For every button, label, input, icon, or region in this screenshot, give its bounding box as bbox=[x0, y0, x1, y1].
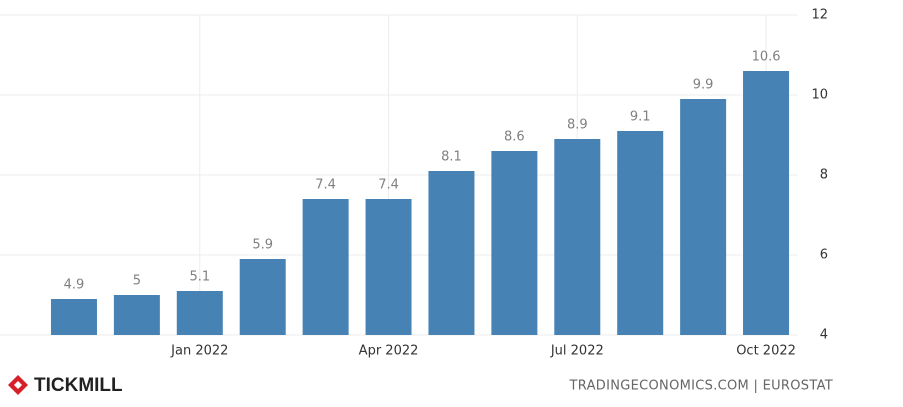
value-label: 8.9 bbox=[567, 118, 588, 133]
value-label: 8.6 bbox=[504, 130, 525, 145]
x-tick-label: Jul 2022 bbox=[550, 344, 604, 359]
value-label: 10.6 bbox=[752, 50, 781, 65]
bar bbox=[50, 299, 97, 335]
value-label: 7.4 bbox=[315, 178, 336, 193]
y-tick-label: 10 bbox=[811, 88, 828, 103]
bar bbox=[554, 139, 601, 335]
value-label: 9.1 bbox=[630, 110, 651, 125]
y-tick-label: 6 bbox=[820, 248, 828, 263]
logo-icon-inner bbox=[14, 381, 22, 389]
bar bbox=[113, 295, 160, 335]
value-label: 7.4 bbox=[378, 178, 399, 193]
value-label: 9.9 bbox=[693, 78, 714, 93]
bar bbox=[680, 99, 727, 335]
tickmill-logo bbox=[8, 375, 28, 395]
bar bbox=[491, 151, 538, 335]
bar bbox=[365, 199, 412, 335]
value-label: 8.1 bbox=[441, 150, 462, 165]
bar bbox=[239, 259, 286, 335]
brand-name: TICKMILL bbox=[34, 375, 123, 396]
value-label: 5 bbox=[133, 274, 141, 289]
value-label: 5.1 bbox=[189, 270, 210, 285]
bar bbox=[743, 71, 790, 335]
x-tick-label: Jan 2022 bbox=[170, 344, 228, 359]
bar bbox=[617, 131, 664, 335]
x-tick-label: Oct 2022 bbox=[736, 344, 796, 359]
y-tick-label: 8 bbox=[820, 168, 828, 183]
source: TRADINGECONOMICS.COM | EUROSTAT bbox=[569, 379, 833, 394]
value-label: 4.9 bbox=[64, 278, 85, 293]
y-tick-label: 4 bbox=[820, 328, 828, 343]
bar bbox=[302, 199, 349, 335]
y-tick-label: 12 bbox=[811, 8, 828, 23]
bar bbox=[176, 291, 223, 335]
value-label: 5.9 bbox=[252, 238, 273, 253]
bar bbox=[428, 171, 475, 335]
x-tick-label: Apr 2022 bbox=[359, 344, 419, 359]
